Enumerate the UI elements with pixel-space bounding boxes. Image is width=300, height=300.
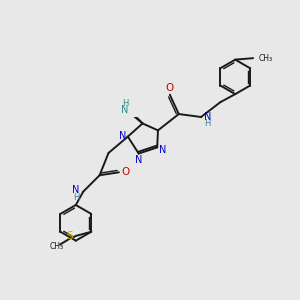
Text: N: N: [119, 131, 126, 141]
Text: CH₃: CH₃: [258, 54, 273, 63]
Text: N: N: [121, 106, 128, 116]
Text: N: N: [122, 107, 130, 117]
Text: S: S: [66, 231, 73, 241]
Text: H: H: [122, 99, 128, 108]
Text: H: H: [123, 101, 129, 110]
Text: N: N: [159, 145, 167, 155]
Text: N: N: [204, 112, 211, 122]
Text: N: N: [121, 105, 129, 115]
Text: H: H: [122, 99, 128, 108]
Text: CH₃: CH₃: [50, 242, 64, 251]
Text: H: H: [73, 193, 79, 202]
Text: O: O: [121, 167, 130, 177]
Text: N: N: [135, 154, 142, 164]
Text: N: N: [72, 185, 80, 195]
Text: O: O: [166, 83, 174, 93]
Bar: [114, 97, 138, 118]
Text: H: H: [204, 119, 211, 128]
